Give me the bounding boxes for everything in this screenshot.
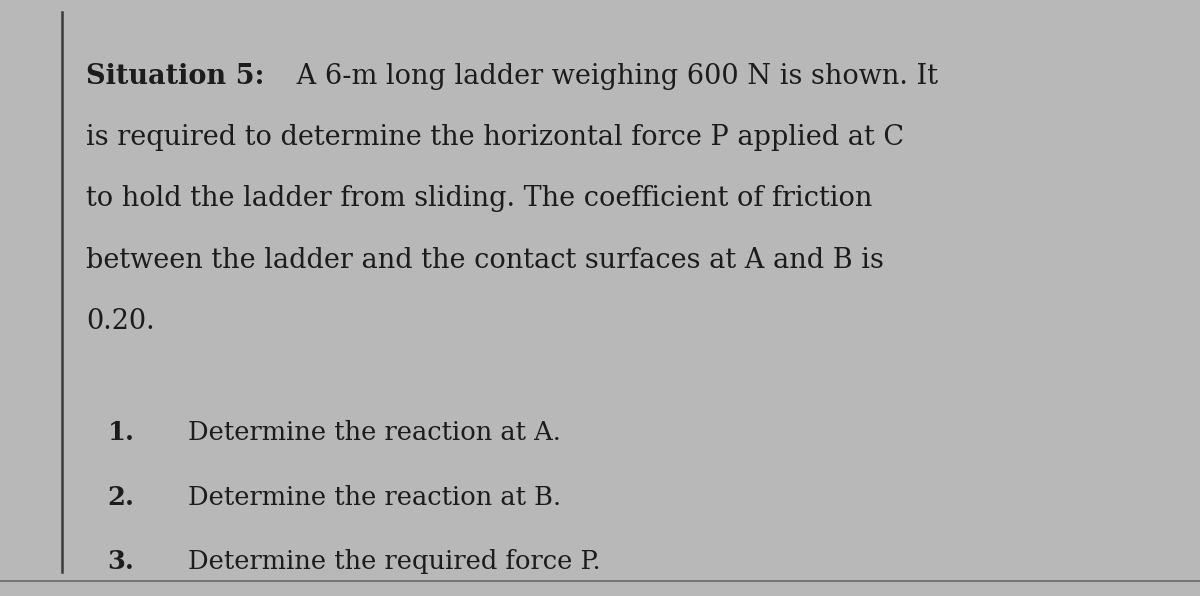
Text: Determine the required force P.: Determine the required force P. — [188, 549, 601, 574]
Text: 1.: 1. — [107, 420, 134, 445]
Text: A 6-m long ladder weighing 600 N is shown. It: A 6-m long ladder weighing 600 N is show… — [288, 63, 938, 89]
Text: 3.: 3. — [108, 549, 134, 574]
Text: Determine the reaction at B.: Determine the reaction at B. — [188, 485, 562, 510]
Text: to hold the ladder from sliding. The coefficient of friction: to hold the ladder from sliding. The coe… — [86, 185, 872, 212]
Text: Situation 5:: Situation 5: — [86, 63, 265, 89]
Text: is required to determine the horizontal force P applied at C: is required to determine the horizontal … — [86, 124, 905, 151]
Text: between the ladder and the contact surfaces at A and B is: between the ladder and the contact surfa… — [86, 247, 884, 274]
Text: 2.: 2. — [107, 485, 134, 510]
Text: 0.20.: 0.20. — [86, 308, 155, 335]
Text: Determine the reaction at A.: Determine the reaction at A. — [188, 420, 562, 445]
